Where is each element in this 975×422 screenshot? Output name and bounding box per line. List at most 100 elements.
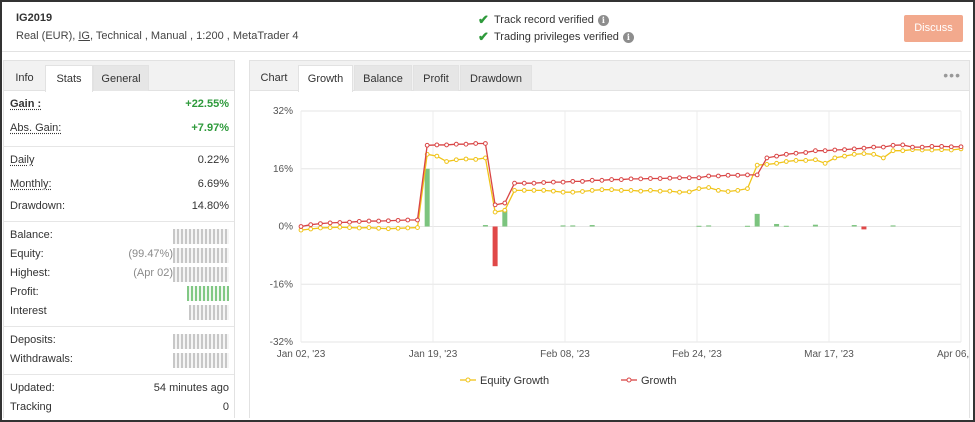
series-point[interactable] bbox=[832, 155, 838, 161]
series-point[interactable] bbox=[531, 180, 537, 186]
series-point[interactable] bbox=[376, 225, 382, 231]
series-point[interactable] bbox=[609, 177, 614, 182]
series-point[interactable] bbox=[803, 150, 809, 155]
series-point[interactable] bbox=[657, 188, 663, 194]
series-point[interactable] bbox=[715, 173, 721, 179]
series-point[interactable] bbox=[512, 180, 517, 186]
series-point[interactable] bbox=[919, 144, 925, 150]
series-point[interactable] bbox=[434, 142, 440, 148]
series-point[interactable] bbox=[648, 188, 653, 193]
series-point[interactable] bbox=[599, 187, 605, 193]
series-point[interactable] bbox=[813, 157, 818, 163]
series-point[interactable] bbox=[628, 176, 634, 182]
discuss-button[interactable]: Discuss bbox=[904, 15, 963, 42]
series-point[interactable] bbox=[308, 222, 314, 228]
series-point[interactable] bbox=[667, 175, 673, 181]
series-point[interactable] bbox=[890, 148, 896, 154]
series-point[interactable] bbox=[463, 156, 469, 162]
monthly-label[interactable]: Monthly: bbox=[10, 178, 52, 190]
series-point[interactable] bbox=[327, 220, 333, 226]
legend-label[interactable]: Growth bbox=[641, 375, 676, 387]
series-point[interactable] bbox=[754, 172, 760, 178]
series-point[interactable] bbox=[686, 189, 692, 195]
series-point[interactable] bbox=[745, 172, 750, 178]
series-point[interactable] bbox=[424, 142, 430, 148]
series-point[interactable] bbox=[900, 148, 906, 154]
series-point[interactable] bbox=[677, 175, 682, 181]
series-point[interactable] bbox=[880, 144, 886, 150]
tab-growth[interactable]: Growth bbox=[298, 65, 353, 92]
series-point[interactable] bbox=[327, 225, 333, 230]
series-point[interactable] bbox=[618, 188, 624, 193]
tab-info[interactable]: Info bbox=[15, 72, 34, 84]
series-point[interactable] bbox=[541, 188, 547, 193]
series-point[interactable] bbox=[444, 142, 449, 148]
series-point[interactable] bbox=[347, 219, 352, 225]
series-point[interactable] bbox=[550, 179, 556, 185]
series-point[interactable] bbox=[861, 151, 867, 156]
series-point[interactable] bbox=[415, 217, 420, 223]
series-point[interactable] bbox=[929, 143, 935, 149]
series-point[interactable] bbox=[531, 188, 537, 193]
series-point[interactable] bbox=[318, 221, 323, 227]
series-point[interactable] bbox=[570, 178, 576, 184]
series-point[interactable] bbox=[871, 151, 877, 157]
tab-profit[interactable]: Profit bbox=[413, 65, 459, 91]
series-point[interactable] bbox=[900, 142, 906, 148]
tab-drawdown[interactable]: Drawdown bbox=[460, 65, 532, 91]
series-point[interactable] bbox=[366, 225, 372, 230]
series-point[interactable] bbox=[405, 225, 411, 231]
series-point[interactable] bbox=[337, 220, 343, 225]
gain-label[interactable]: Gain : bbox=[10, 98, 42, 110]
series-point[interactable] bbox=[405, 217, 411, 223]
series-point[interactable] bbox=[725, 172, 731, 178]
series-point[interactable] bbox=[589, 177, 595, 183]
ellipsis-icon[interactable]: ••• bbox=[943, 67, 961, 83]
tab-general[interactable]: General bbox=[93, 65, 149, 91]
series-point[interactable] bbox=[948, 144, 954, 150]
series-point[interactable] bbox=[754, 162, 760, 168]
series-point[interactable] bbox=[628, 188, 634, 193]
series-point[interactable] bbox=[502, 207, 508, 213]
series-point[interactable] bbox=[851, 151, 857, 157]
series-point[interactable] bbox=[871, 144, 877, 150]
series-point[interactable] bbox=[706, 185, 712, 190]
tab-balance[interactable]: Balance bbox=[354, 65, 412, 91]
series-point[interactable] bbox=[735, 188, 741, 193]
series-point[interactable] bbox=[696, 186, 702, 192]
series-point[interactable] bbox=[774, 160, 779, 166]
legend-label[interactable]: Equity Growth bbox=[480, 375, 549, 387]
series-point[interactable] bbox=[958, 144, 964, 150]
series-point[interactable] bbox=[385, 226, 391, 232]
series-point[interactable] bbox=[725, 189, 731, 194]
series-point[interactable] bbox=[774, 153, 779, 159]
series-point[interactable] bbox=[706, 173, 712, 179]
series-point[interactable] bbox=[434, 153, 440, 159]
series-point[interactable] bbox=[599, 177, 605, 183]
series-point[interactable] bbox=[366, 218, 372, 224]
series-point[interactable] bbox=[473, 156, 479, 162]
series-point[interactable] bbox=[648, 176, 653, 181]
daily-label[interactable]: Daily bbox=[10, 154, 35, 166]
series-point[interactable] bbox=[541, 180, 547, 185]
series-point[interactable] bbox=[580, 178, 585, 184]
series-point[interactable] bbox=[638, 176, 644, 182]
series-point[interactable] bbox=[813, 148, 818, 154]
series-point[interactable] bbox=[910, 144, 915, 150]
series-point[interactable] bbox=[609, 187, 614, 193]
series-point[interactable] bbox=[560, 179, 566, 185]
series-point[interactable] bbox=[890, 142, 896, 148]
series-point[interactable] bbox=[483, 141, 488, 146]
series-point[interactable] bbox=[395, 217, 401, 223]
series-point[interactable] bbox=[783, 159, 789, 164]
series-point[interactable] bbox=[842, 147, 847, 153]
series-point[interactable] bbox=[696, 175, 702, 181]
series-point[interactable] bbox=[589, 188, 595, 193]
series-point[interactable] bbox=[783, 151, 789, 157]
series-point[interactable] bbox=[715, 188, 721, 193]
series-point[interactable] bbox=[415, 225, 420, 230]
info-icon[interactable]: i bbox=[622, 31, 634, 43]
series-point[interactable] bbox=[793, 150, 799, 156]
series-point[interactable] bbox=[463, 141, 469, 147]
series-point[interactable] bbox=[764, 162, 770, 167]
